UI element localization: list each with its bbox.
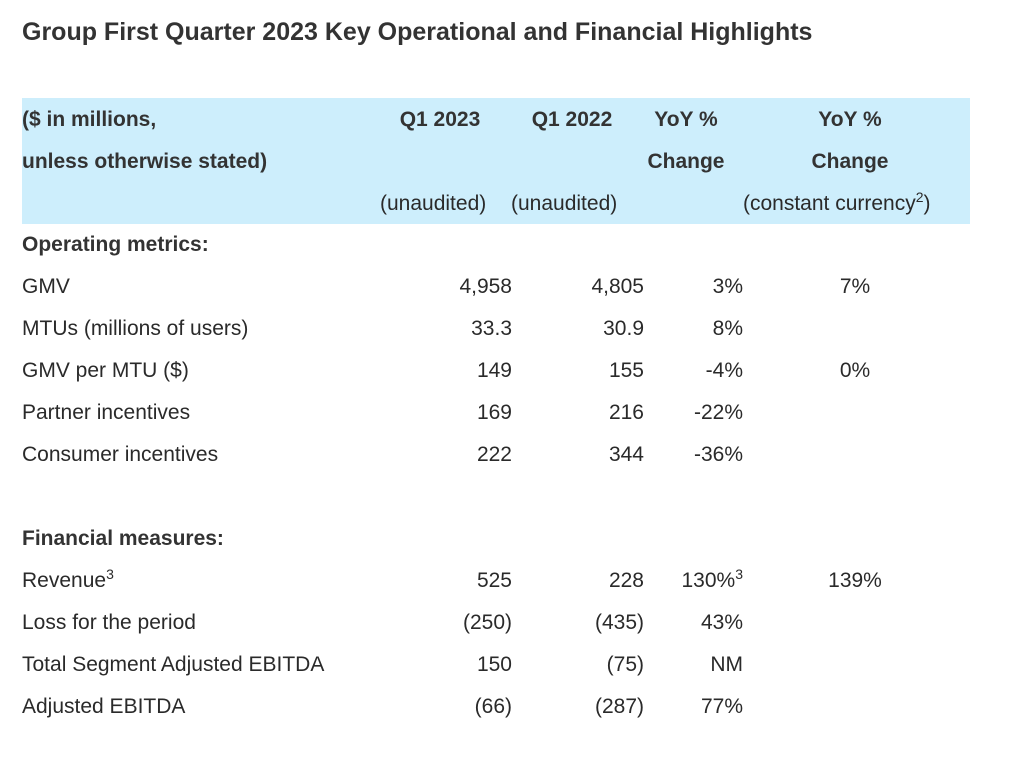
header-q1-2023: Q1 2023: [399, 108, 481, 131]
header-yoy-cc-line2: Change: [811, 150, 889, 173]
row-label: Total Segment Adjusted EBITDA: [22, 653, 325, 676]
section-heading-financial: Financial measures:: [22, 527, 224, 550]
footnote-marker: 3: [735, 566, 743, 582]
row-yoy: -22%: [693, 401, 743, 424]
table-row: Revenue3 525 228 130%3 139%: [0, 566, 1014, 610]
header-unaudited-q1-2022: (unaudited): [511, 192, 618, 215]
table-row: MTUs (millions of users) 33.3 30.9 8%: [0, 316, 1014, 358]
row-yoy: NM: [710, 653, 743, 676]
table-row: GMV 4,958 4,805 3% 7%: [0, 274, 1014, 316]
row-q1-2022: 216: [608, 401, 644, 424]
row-q1-2023: (66): [474, 695, 512, 718]
row-label: Loss for the period: [22, 611, 196, 634]
header-label-line2: unless otherwise stated): [22, 150, 268, 173]
row-label: Revenue3: [22, 566, 114, 592]
row-q1-2023: 222: [476, 443, 512, 466]
row-label: MTUs (millions of users): [22, 317, 249, 340]
footnote-marker: 3: [106, 566, 114, 582]
row-q1-2022: (75): [606, 653, 644, 676]
table-row: Partner incentives 169 216 -22%: [0, 400, 1014, 442]
row-yoy: -4%: [705, 359, 743, 382]
row-label: GMV: [22, 275, 70, 298]
row-q1-2022: 30.9: [603, 317, 644, 340]
row-yoy-cc: 0%: [839, 359, 871, 382]
row-q1-2022: 155: [608, 359, 644, 382]
header-q1-2022: Q1 2022: [531, 108, 613, 131]
row-yoy: -36%: [693, 443, 743, 466]
header-constant-currency: (constant currency2): [743, 189, 931, 215]
footnote-marker: 2: [915, 189, 924, 205]
row-yoy-cc: 7%: [839, 275, 871, 298]
header-yoy-line2: Change: [647, 150, 725, 173]
page-title: Group First Quarter 2023 Key Operational…: [22, 18, 813, 46]
row-q1-2022: 4,805: [591, 275, 644, 298]
row-q1-2023: 4,958: [459, 275, 512, 298]
row-q1-2023: 525: [476, 569, 512, 592]
row-label: GMV per MTU ($): [22, 359, 189, 382]
row-yoy: 77%: [700, 695, 743, 718]
row-q1-2023: 150: [476, 653, 512, 676]
header-yoy-cc-line1: YoY %: [818, 108, 882, 131]
row-label: Partner incentives: [22, 401, 191, 424]
row-q1-2022: 344: [608, 443, 644, 466]
table-row: Consumer incentives 222 344 -36%: [0, 442, 1014, 484]
row-yoy: 130%3: [681, 566, 743, 592]
table-row: GMV per MTU ($) 149 155 -4% 0%: [0, 358, 1014, 400]
row-label: Adjusted EBITDA: [22, 695, 186, 718]
table-row: Adjusted EBITDA (66) (287) 77%: [0, 694, 1014, 736]
table-header: [22, 98, 970, 224]
row-label: Consumer incentives: [22, 443, 219, 466]
row-q1-2023: 149: [476, 359, 512, 382]
table-row: Total Segment Adjusted EBITDA 150 (75) N…: [0, 652, 1014, 694]
row-q1-2023: 169: [476, 401, 512, 424]
row-yoy: 43%: [700, 611, 743, 634]
row-q1-2022: (435): [594, 611, 644, 634]
table-row: Loss for the period (250) (435) 43%: [0, 610, 1014, 652]
section-heading-operating: Operating metrics:: [22, 233, 209, 256]
row-yoy-cc: 139%: [828, 569, 882, 592]
row-yoy: 3%: [712, 275, 743, 298]
row-yoy: 8%: [712, 317, 743, 340]
row-q1-2022: 228: [608, 569, 644, 592]
row-q1-2023: 33.3: [471, 317, 512, 340]
header-yoy-line1: YoY %: [654, 108, 718, 131]
header-unaudited-q1-2023: (unaudited): [380, 192, 487, 215]
row-q1-2022: (287): [594, 695, 644, 718]
row-q1-2023: (250): [462, 611, 512, 634]
header-label-line1: ($ in millions,: [22, 108, 157, 131]
